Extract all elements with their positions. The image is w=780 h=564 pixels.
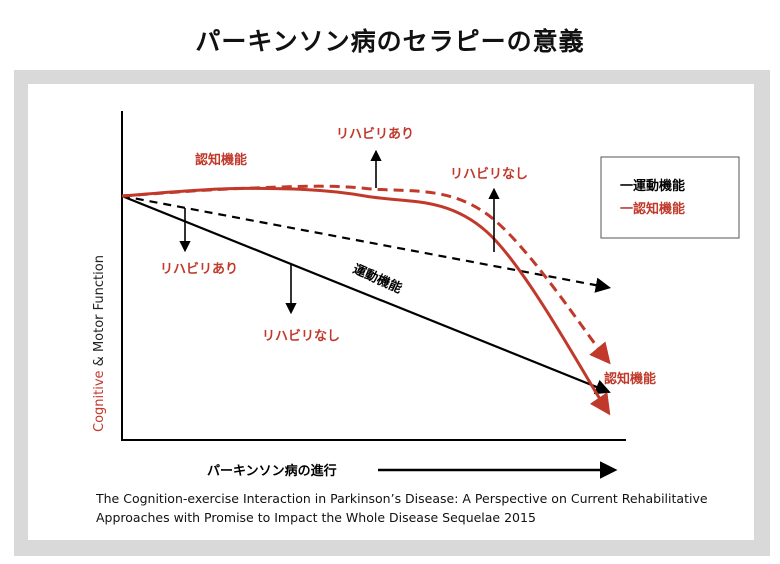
legend: 一運動機能 一認知機能 [600, 156, 740, 239]
annotation-motor-reha-yes: リハビリあり [160, 261, 238, 277]
caption: The Cognition-exercise Interaction in Pa… [96, 489, 756, 527]
y-axis-label-motor: & Motor Function [92, 255, 107, 370]
page-title: パーキンソン病のセラピーの意義 [195, 27, 585, 56]
series-motor-rehab [121, 194, 612, 293]
series-layer [121, 184, 612, 416]
caption-line-1: The Cognition-exercise Interaction in Pa… [96, 491, 708, 506]
annotation-cog-label: 認知機能 [195, 152, 247, 168]
y-axis-label-cognitive: Cognitive [92, 370, 107, 432]
legend-item-cognitive: 一認知機能 [620, 201, 685, 217]
series-cognitive-rehab [121, 184, 611, 365]
legend-item-motor: 一運動機能 [620, 178, 685, 194]
annotation-cog-reha-yes: リハビリあり [336, 126, 414, 142]
y-axis-label: Cognitive & Motor Function [92, 255, 107, 432]
x-axis-label: パーキンソン病の進行 [207, 463, 337, 479]
series-motor-no-rehab [121, 194, 611, 395]
annotation-motor-reha-no: リハビリなし [262, 328, 340, 344]
series-cognitive-no-rehab [121, 186, 611, 416]
annotation-cog-reha-no: リハビリなし [450, 166, 528, 182]
legend-box [600, 156, 740, 239]
annotation-cog-end-label: 認知機能 [604, 371, 656, 387]
caption-line-2: Approaches with Promise to Impact the Wh… [96, 510, 536, 525]
